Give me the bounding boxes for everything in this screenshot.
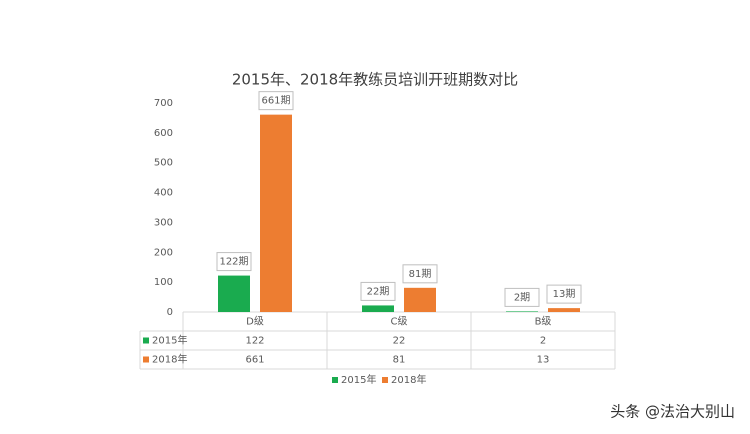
bar bbox=[218, 275, 250, 312]
legend-key bbox=[382, 377, 388, 383]
data-label: 22期 bbox=[367, 285, 390, 297]
table-row-label: 2018年 bbox=[152, 353, 187, 366]
y-tick-label: 100 bbox=[154, 277, 173, 288]
table-cell: 2 bbox=[540, 336, 546, 347]
x-tick-label: C级 bbox=[391, 316, 408, 328]
bar bbox=[404, 287, 436, 312]
x-tick-label: D级 bbox=[246, 316, 264, 328]
bar bbox=[260, 114, 292, 312]
legend-label: 2018年 bbox=[391, 373, 426, 386]
y-tick-label: 0 bbox=[167, 307, 173, 318]
y-tick-label: 500 bbox=[154, 158, 173, 169]
data-label: 13期 bbox=[553, 288, 576, 300]
label-box bbox=[504, 287, 540, 307]
bar bbox=[362, 305, 394, 312]
data-label: 122期 bbox=[219, 256, 248, 268]
table-row-label: 2015年 bbox=[152, 334, 187, 347]
table-legend-key bbox=[143, 337, 149, 344]
table-cell: 81 bbox=[393, 355, 406, 366]
data-label: 2期 bbox=[514, 291, 530, 303]
data-label: 81期 bbox=[409, 268, 432, 280]
table-cell: 661 bbox=[245, 355, 264, 366]
data-label: 661期 bbox=[261, 95, 290, 107]
label-box bbox=[258, 91, 294, 111]
y-tick-label: 600 bbox=[154, 128, 173, 139]
chart-title: 2015年、2018年教练员培训开班期数对比 bbox=[232, 71, 518, 89]
watermark: 头条 @法治大别山 bbox=[610, 403, 735, 421]
table-legend-key bbox=[143, 356, 149, 363]
label-box bbox=[546, 284, 582, 304]
legend-label: 2015年 bbox=[341, 373, 376, 386]
label-box bbox=[216, 252, 252, 272]
y-tick-label: 200 bbox=[154, 247, 173, 258]
label-box bbox=[402, 264, 438, 284]
y-tick-label: 300 bbox=[154, 217, 173, 228]
table-cell: 122 bbox=[245, 336, 264, 347]
legend-key bbox=[332, 377, 338, 383]
table-cell: 22 bbox=[393, 336, 406, 347]
y-tick-label: 700 bbox=[154, 98, 173, 109]
bar bbox=[548, 308, 580, 312]
table-cell: 13 bbox=[537, 355, 550, 366]
y-tick-label: 400 bbox=[154, 188, 173, 199]
x-tick-label: B级 bbox=[535, 316, 552, 328]
bar bbox=[506, 311, 538, 312]
label-box bbox=[360, 281, 396, 301]
